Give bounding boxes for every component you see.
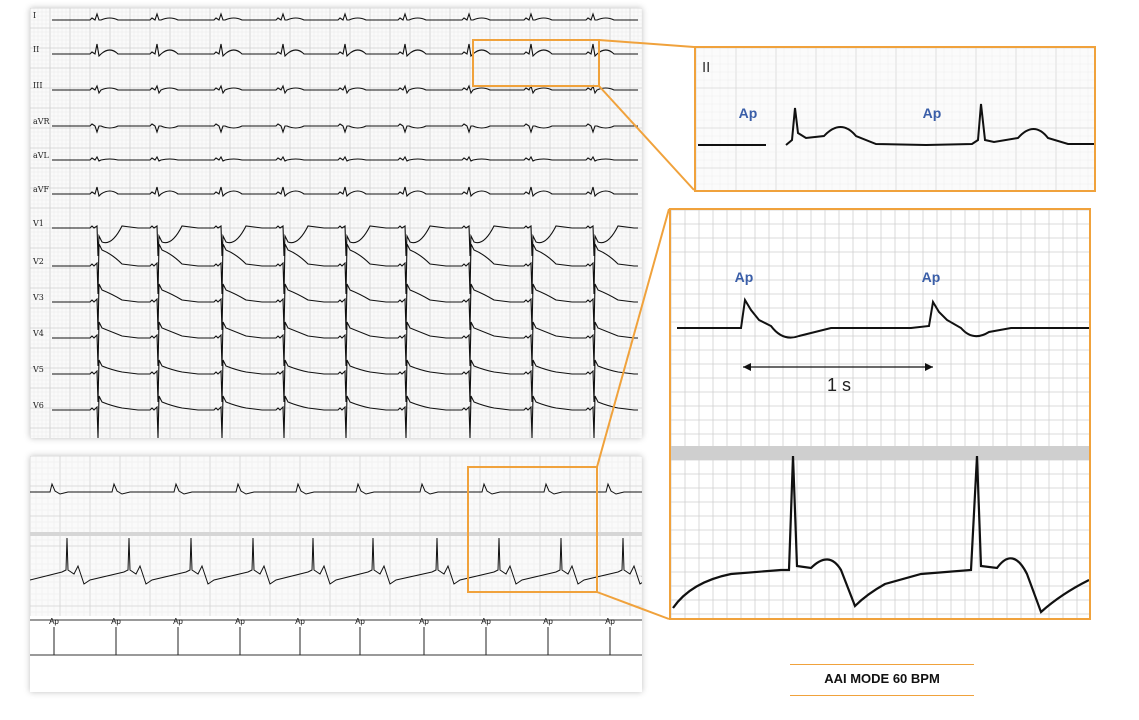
twelve-lead-ecg-panel: I II III aVR aVL aVF V1 V2 V3 V4 V5 V6 bbox=[30, 8, 642, 438]
lead-trace-avl bbox=[52, 155, 638, 162]
lead-label-v1: V1 bbox=[32, 219, 44, 228]
lead-trace-v5 bbox=[52, 359, 638, 403]
lead-trace-v2 bbox=[52, 243, 638, 295]
pacing-marker-label: Ap bbox=[481, 617, 491, 626]
rhythm-strip-trace: Ap Ap Ap Ap Ap Ap Ap Ap Ap Ap bbox=[30, 456, 642, 692]
lead-label-avl: aVL bbox=[33, 151, 50, 160]
zoom-separator bbox=[671, 446, 1089, 460]
strip-separator bbox=[30, 532, 642, 536]
lead-label-v3: V3 bbox=[32, 293, 44, 302]
atrial-pace-marker: Ap bbox=[923, 105, 942, 121]
mode-caption: AAI MODE 60 BPM bbox=[790, 664, 974, 696]
lead-trace-iii bbox=[52, 84, 638, 95]
pacing-marker-label: Ap bbox=[355, 617, 365, 626]
lead-trace-i bbox=[52, 12, 638, 21]
lead-trace-avf bbox=[52, 186, 638, 198]
lead-label-avf: aVF bbox=[33, 185, 50, 194]
lead-trace-v4 bbox=[52, 321, 638, 367]
interval-arrow-left-head bbox=[743, 363, 751, 371]
marker-channel-background bbox=[30, 616, 642, 692]
lower-zoom-waveform bbox=[672, 455, 1089, 614]
lower-zoom-grid bbox=[671, 459, 1089, 618]
lead-ii-zoom-panel: II Ap Ap bbox=[694, 46, 1096, 192]
lead-ii-zoom-waveform bbox=[698, 103, 1094, 147]
lead-label-v5: V5 bbox=[32, 365, 44, 374]
pacing-marker-label: Ap bbox=[173, 617, 183, 626]
pacing-marker-label: Ap bbox=[543, 617, 553, 626]
lead-ii-zoom-label: II bbox=[702, 59, 710, 76]
atrial-pace-marker: Ap bbox=[735, 269, 754, 285]
atrial-pace-marker: Ap bbox=[739, 105, 758, 121]
lead-label-v6: V6 bbox=[32, 401, 44, 410]
lead-label-i: I bbox=[33, 11, 36, 20]
pacing-marker-label: Ap bbox=[605, 617, 615, 626]
rhythm-strip-zoom-panel: Ap Ap 1 s bbox=[669, 208, 1091, 620]
pacing-marker-label: Ap bbox=[235, 617, 245, 626]
atrial-pace-marker: Ap bbox=[922, 269, 941, 285]
lead-trace-v1 bbox=[52, 224, 638, 257]
pacing-marker-label: Ap bbox=[419, 617, 429, 626]
interval-label: 1 s bbox=[827, 375, 851, 395]
lead-label-v4: V4 bbox=[32, 329, 44, 338]
lead-trace-v6 bbox=[52, 395, 638, 438]
pacing-marker-label: Ap bbox=[49, 617, 59, 626]
lead-label-ii: II bbox=[33, 45, 39, 54]
lead-trace-avr bbox=[52, 123, 638, 134]
pacing-marker-label: Ap bbox=[111, 617, 121, 626]
lead-ii-zoom-trace: II Ap Ap bbox=[696, 48, 1094, 190]
upper-zoom-grid bbox=[671, 210, 1089, 446]
pacing-marker-label: Ap bbox=[295, 617, 305, 626]
rhythm-strip-panel: Ap Ap Ap Ap Ap Ap Ap Ap Ap Ap bbox=[30, 456, 642, 692]
lead-trace-v3 bbox=[52, 283, 638, 331]
interval-arrow-right-head bbox=[925, 363, 933, 371]
lead-label-avr: aVR bbox=[33, 117, 51, 126]
mode-caption-text: AAI MODE 60 BPM bbox=[824, 671, 940, 686]
upper-zoom-waveform bbox=[677, 297, 1089, 339]
rhythm-strip-zoom-trace: Ap Ap 1 s bbox=[671, 210, 1089, 618]
lower-zoom-grid-lines bbox=[671, 459, 1089, 618]
lead-label-iii: III bbox=[33, 81, 42, 90]
lead-label-v2: V2 bbox=[32, 257, 44, 266]
